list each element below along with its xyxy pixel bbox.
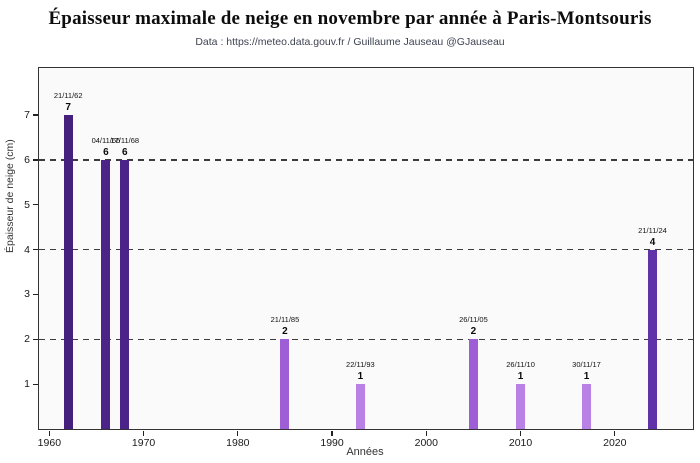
y-tick-mark [32, 383, 38, 385]
x-tick-label: 2000 [414, 437, 438, 449]
y-tick-mark [32, 114, 38, 116]
x-axis-label: Années [346, 446, 384, 458]
x-tick-label: 1970 [131, 437, 156, 449]
bar-date-label: 26/11/10 [506, 360, 535, 370]
y-tick-mark [32, 338, 38, 340]
plot-area: 1 2 3 4 5 6 7 1960 1970 1980 1990 2000 2010 2020 7 21/1… [24, 67, 694, 449]
x-tick-mark [614, 430, 616, 436]
bar [468, 339, 478, 429]
bar [355, 384, 365, 429]
bar [516, 384, 526, 429]
y-axis-label: Épaisseur de neige (cm) [4, 139, 16, 253]
bar-date-label: 21/11/85 [270, 315, 300, 325]
chart-title: Épaisseur maximale de neige en novembre … [48, 8, 652, 29]
bar [63, 115, 73, 429]
bar-value-label: 7 [65, 102, 71, 114]
x-tick-mark [143, 430, 145, 436]
bar [280, 339, 290, 429]
bar [647, 249, 657, 429]
y-tick-label: 4 [24, 243, 30, 256]
gridline [39, 338, 693, 340]
bar-value-label: 6 [121, 146, 128, 158]
bar [120, 159, 130, 429]
bar-date-label: 26/11/05 [459, 315, 488, 325]
gridline [39, 249, 693, 251]
y-tick-label: 1 [24, 378, 30, 391]
bar [582, 384, 591, 429]
x-tick-mark [237, 430, 239, 436]
x-tick-mark [519, 430, 522, 436]
y-tick-mark [32, 293, 38, 296]
bar-value-label: 4 [649, 236, 656, 248]
x-tick-label: 1960 [37, 437, 62, 449]
x-tick-label: 1990 [320, 437, 344, 449]
bar-date-label: 04/11/66 [91, 135, 121, 145]
y-tick-label: 5 [24, 198, 30, 211]
x-tick-label: 2010 [508, 437, 533, 449]
bar-value-label: 1 [357, 371, 364, 383]
x-tick-mark [331, 430, 333, 436]
bar-date-label: 21/11/24 [638, 225, 667, 235]
y-tick-mark [32, 159, 38, 161]
y-tick-label: 6 [24, 153, 30, 166]
chart-subtitle: Data : https://meteo.data.gouv.fr / Guil… [195, 36, 505, 48]
bar-value-label: 2 [282, 326, 288, 338]
x-tick-label: 2020 [603, 437, 627, 449]
y-tick-label: 7 [24, 109, 30, 122]
bar-date-label: 30/11/17 [572, 360, 601, 370]
bar-value-label: 2 [470, 326, 477, 338]
bar-value-label: 1 [583, 371, 590, 383]
gridline [39, 159, 693, 161]
y-tick-mark [32, 204, 38, 206]
bar-date-label: 17/11/68 [110, 135, 140, 145]
bar-date-label: 22/11/93 [346, 360, 375, 370]
bar-value-label: 6 [103, 146, 109, 158]
x-tick-mark [48, 430, 50, 436]
x-tick-mark [425, 430, 427, 436]
y-tick-label: 2 [24, 333, 30, 346]
x-tick-label: 1980 [226, 437, 250, 449]
y-tick-mark [32, 249, 38, 251]
bar-value-label: 1 [517, 371, 524, 383]
bar [101, 159, 111, 429]
y-tick-label: 3 [24, 288, 30, 301]
bar-date-label: 21/11/62 [53, 91, 83, 101]
